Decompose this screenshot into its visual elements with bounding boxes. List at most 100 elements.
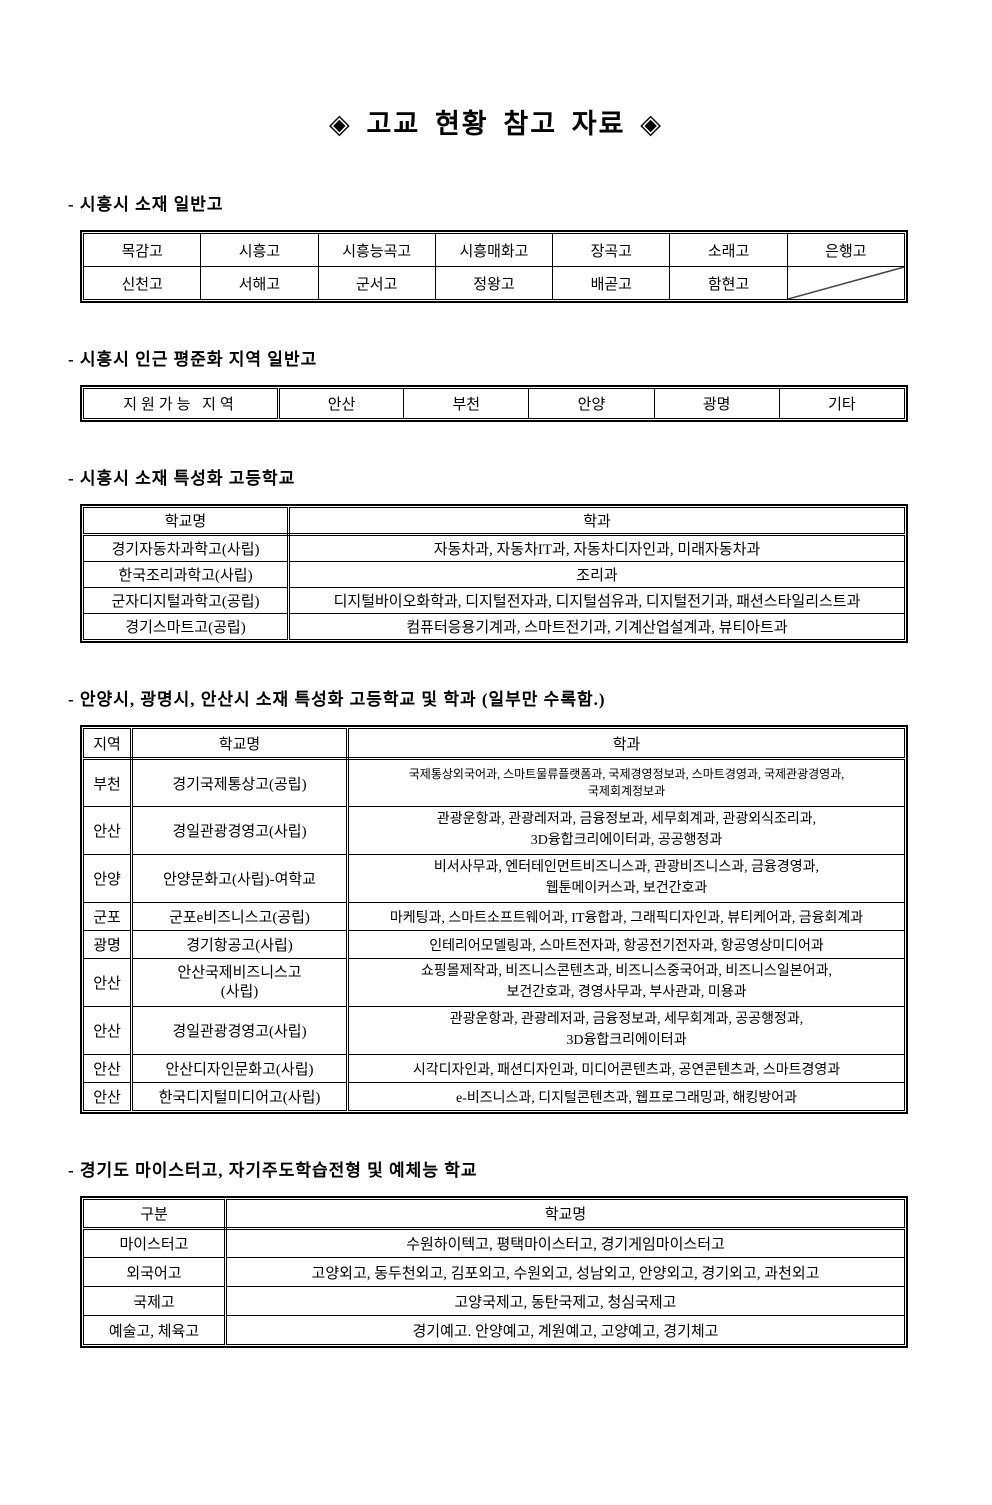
region-cell: 안산 [83, 1054, 133, 1083]
column-header-dept: 학과 [288, 507, 905, 536]
column-header-region: 지역 [83, 728, 133, 760]
table-row: 마이스터고 수원하이텍고, 평택마이스터고, 경기게임마이스터고 [83, 1228, 905, 1258]
school-name-cell: 군포e비즈니스고(공립) [131, 902, 349, 931]
table-row: 안산 한국디지털미디어고(사립) e-비즈니스과, 디지털콘텐츠과, 웹프로그래… [83, 1082, 905, 1111]
school-name-cell: 경일관광경영고(사립) [131, 1006, 349, 1055]
school-name-cell: 안산국제비즈니스고 (사립) [131, 958, 349, 1007]
school-name-cell: 안양문화고(사립)-여학교 [131, 854, 349, 903]
table-row: 군포 군포e비즈니스고(공립) 마케팅과, 스마트소프트웨어과, IT융합과, … [83, 902, 905, 931]
siheung-general-table: 목감고 시흥고 시흥능곡고 시흥매화고 장곡고 소래고 은행고 신천고 서해고 … [80, 230, 908, 303]
dept-cell: 자동차과, 자동차IT과, 자동차디자인과, 미래자동차과 [288, 534, 905, 562]
table-header-row: 구분 학교명 [83, 1199, 905, 1230]
column-header-school: 학교명 [83, 507, 290, 536]
table-row: 안산 경일관광경영고(사립) 관광운항과, 관광레저과, 금융정보과, 세무회계… [83, 806, 905, 855]
region-cell: 군포 [83, 902, 133, 931]
dept-cell: e-비즈니스과, 디지털콘텐츠과, 웹프로그래밍과, 해킹방어과 [347, 1082, 905, 1111]
region-cell: 광명 [653, 388, 780, 419]
table-row: 광명 경기항공고(사립) 인테리어모델링과, 스마트전자과, 항공전기전자과, … [83, 930, 905, 959]
schools-cell: 고양외고, 동두천외고, 김포외고, 수원외고, 성남외고, 안양외고, 경기외… [225, 1257, 905, 1287]
school-name-cell: 군자디지털과학고(공립) [83, 587, 290, 614]
school-name-cell: 경기자동차과학고(사립) [83, 534, 290, 562]
school-name-cell: 경기스마트고(공립) [83, 613, 290, 640]
meister-table: 구분 학교명 마이스터고 수원하이텍고, 평택마이스터고, 경기게임마이스터고 … [80, 1196, 908, 1348]
table-row: 경기자동차과학고(사립) 자동차과, 자동차IT과, 자동차디자인과, 미래자동… [83, 534, 905, 562]
type-cell: 마이스터고 [83, 1228, 227, 1258]
school-cell: 장곡고 [552, 233, 671, 267]
siheung-specialized-table: 학교명 학과 경기자동차과학고(사립) 자동차과, 자동차IT과, 자동차디자인… [80, 504, 908, 643]
table-row: 안산 안산국제비즈니스고 (사립) 쇼핑몰제작과, 비즈니스콘텐츠과, 비즈니스… [83, 958, 905, 1007]
table-row: 목감고 시흥고 시흥능곡고 시흥매화고 장곡고 소래고 은행고 [82, 233, 906, 267]
school-name-cell: 안산디자인문화고(사립) [131, 1054, 349, 1083]
table-row: 경기스마트고(공립) 컴퓨터응용기계과, 스마트전기과, 기계산업설계과, 뷰티… [83, 613, 905, 640]
school-name-cell: 한국조리과학고(사립) [83, 561, 290, 588]
school-cell: 서해고 [200, 266, 319, 300]
table-row: 안산 경일관광경영고(사립) 관광운항과, 관광레저과, 금융정보과, 세무회계… [83, 1006, 905, 1055]
region-cell: 안산 [83, 1006, 133, 1055]
table-header-row: 학교명 학과 [83, 507, 905, 536]
table-row: 안양 안양문화고(사립)-여학교 비서사무과, 엔터테인먼트비즈니스과, 관광비… [83, 854, 905, 903]
section-heading-meister: - 경기도 마이스터고, 자기주도학습전형 및 예체능 학교 [68, 1161, 478, 1180]
schools-cell: 고양국제고, 동탄국제고, 청심국제고 [225, 1286, 905, 1316]
column-header-dept: 학과 [347, 728, 905, 760]
dept-cell: 국제통상외국어과, 스마트물류플랫폼과, 국제경영정보과, 스마트경영과, 국제… [347, 758, 905, 807]
table-row: 군자디지털과학고(공립) 디지털바이오화학과, 디지털전자과, 디지털섬유과, … [83, 587, 905, 614]
table-row: 신천고 서해고 군서고 정왕고 배곧고 함현고 [82, 266, 906, 300]
schools-cell: 경기예고. 안양예고, 계원예고, 고양예고, 경기체고 [225, 1315, 905, 1345]
table-header-row: 지역 학교명 학과 [83, 728, 905, 760]
diagonal-line [788, 267, 904, 299]
type-cell: 외국어고 [83, 1257, 227, 1287]
document-page: ◈ 고교 현황 참고 자료 ◈ - 시흥시 소재 일반고 목감고 시흥고 시흥능… [0, 102, 992, 1348]
table-row: 외국어고 고양외고, 동두천외고, 김포외고, 수원외고, 성남외고, 안양외고… [83, 1257, 905, 1287]
column-header-school: 학교명 [225, 1199, 905, 1230]
school-cell: 신천고 [82, 266, 202, 300]
region-cell: 안양 [83, 854, 133, 903]
school-cell: 시흥매화고 [434, 233, 554, 267]
school-cell: 시흥능곡고 [317, 233, 436, 267]
school-name-cell: 경기항공고(사립) [131, 930, 349, 959]
column-header-school: 학교명 [131, 728, 349, 760]
schools-cell: 수원하이텍고, 평택마이스터고, 경기게임마이스터고 [225, 1228, 905, 1258]
dept-cell: 관광운항과, 관광레저과, 금융정보과, 세무회계과, 관광외식조리과, 3D융… [347, 806, 905, 855]
region-cell: 안산 [83, 806, 133, 855]
dept-cell: 관광운항과, 관광레저과, 금융정보과, 세무회계과, 공공행정과, 3D융합크… [347, 1006, 905, 1055]
empty-cell [786, 266, 906, 300]
region-cell: 광명 [83, 930, 133, 959]
type-cell: 국제고 [83, 1286, 227, 1316]
region-cell: 부천 [403, 388, 530, 419]
section-heading-nearby-regions: - 시흥시 인근 평준화 지역 일반고 [68, 350, 318, 369]
dept-cell: 조리과 [288, 561, 905, 588]
region-cell: 안양 [528, 388, 655, 419]
type-cell: 예술고, 체육고 [83, 1315, 227, 1345]
section-heading-siheung-general: - 시흥시 소재 일반고 [68, 195, 224, 214]
nearby-regions-table: 지원가능 지역 안산 부천 안양 광명 기타 [80, 385, 908, 422]
regions-label-cell: 지원가능 지역 [83, 388, 280, 419]
school-cell: 군서고 [317, 266, 436, 300]
table-row: 국제고 고양국제고, 동탄국제고, 청심국제고 [83, 1286, 905, 1316]
school-cell: 목감고 [82, 233, 202, 267]
school-cell: 배곧고 [552, 266, 671, 300]
table-row: 한국조리과학고(사립) 조리과 [83, 561, 905, 588]
school-cell: 정왕고 [434, 266, 554, 300]
column-header-type: 구분 [83, 1199, 227, 1230]
table-row: 안산 안산디자인문화고(사립) 시각디자인과, 패션디자인과, 미디어콘텐츠과,… [83, 1054, 905, 1083]
school-name-cell: 경일관광경영고(사립) [131, 806, 349, 855]
section-heading-siheung-specialized: - 시흥시 소재 특성화 고등학교 [68, 469, 296, 488]
dept-cell: 디지털바이오화학과, 디지털전자과, 디지털섬유과, 디지털전기과, 패션스타일… [288, 587, 905, 614]
dept-cell: 컴퓨터응용기계과, 스마트전기과, 기계산업설계과, 뷰티아트과 [288, 613, 905, 640]
section-heading-nearby-specialized: - 안양시, 광명시, 안산시 소재 특성화 고등학교 및 학과 (일부만 수록… [68, 690, 606, 709]
dept-cell: 비서사무과, 엔터테인먼트비즈니스과, 관광비즈니스과, 금융경영과, 웹툰메이… [347, 854, 905, 903]
table-row: 예술고, 체육고 경기예고. 안양예고, 계원예고, 고양예고, 경기체고 [83, 1315, 905, 1345]
dept-cell: 쇼핑몰제작과, 비즈니스콘텐츠과, 비즈니스중국어과, 비즈니스일본어과, 보건… [347, 958, 905, 1007]
page-title: ◈ 고교 현황 참고 자료 ◈ [329, 109, 663, 139]
region-cell: 기타 [778, 388, 906, 419]
table-row: 부천 경기국제통상고(공립) 국제통상외국어과, 스마트물류플랫폼과, 국제경영… [83, 758, 905, 807]
school-name-cell: 한국디지털미디어고(사립) [131, 1082, 349, 1111]
region-cell: 안산 [83, 958, 133, 1007]
nearby-specialized-table: 지역 학교명 학과 부천 경기국제통상고(공립) 국제통상외국어과, 스마트물류… [80, 725, 908, 1114]
dept-cell: 시각디자인과, 패션디자인과, 미디어콘텐츠과, 공연콘텐츠과, 스마트경영과 [347, 1054, 905, 1083]
region-cell: 안산 [277, 388, 405, 419]
school-cell: 소래고 [669, 233, 788, 267]
dept-cell: 인테리어모델링과, 스마트전자과, 항공전기전자과, 항공영상미디어과 [347, 930, 905, 959]
region-cell: 안산 [83, 1082, 133, 1111]
school-cell: 함현고 [669, 266, 788, 300]
